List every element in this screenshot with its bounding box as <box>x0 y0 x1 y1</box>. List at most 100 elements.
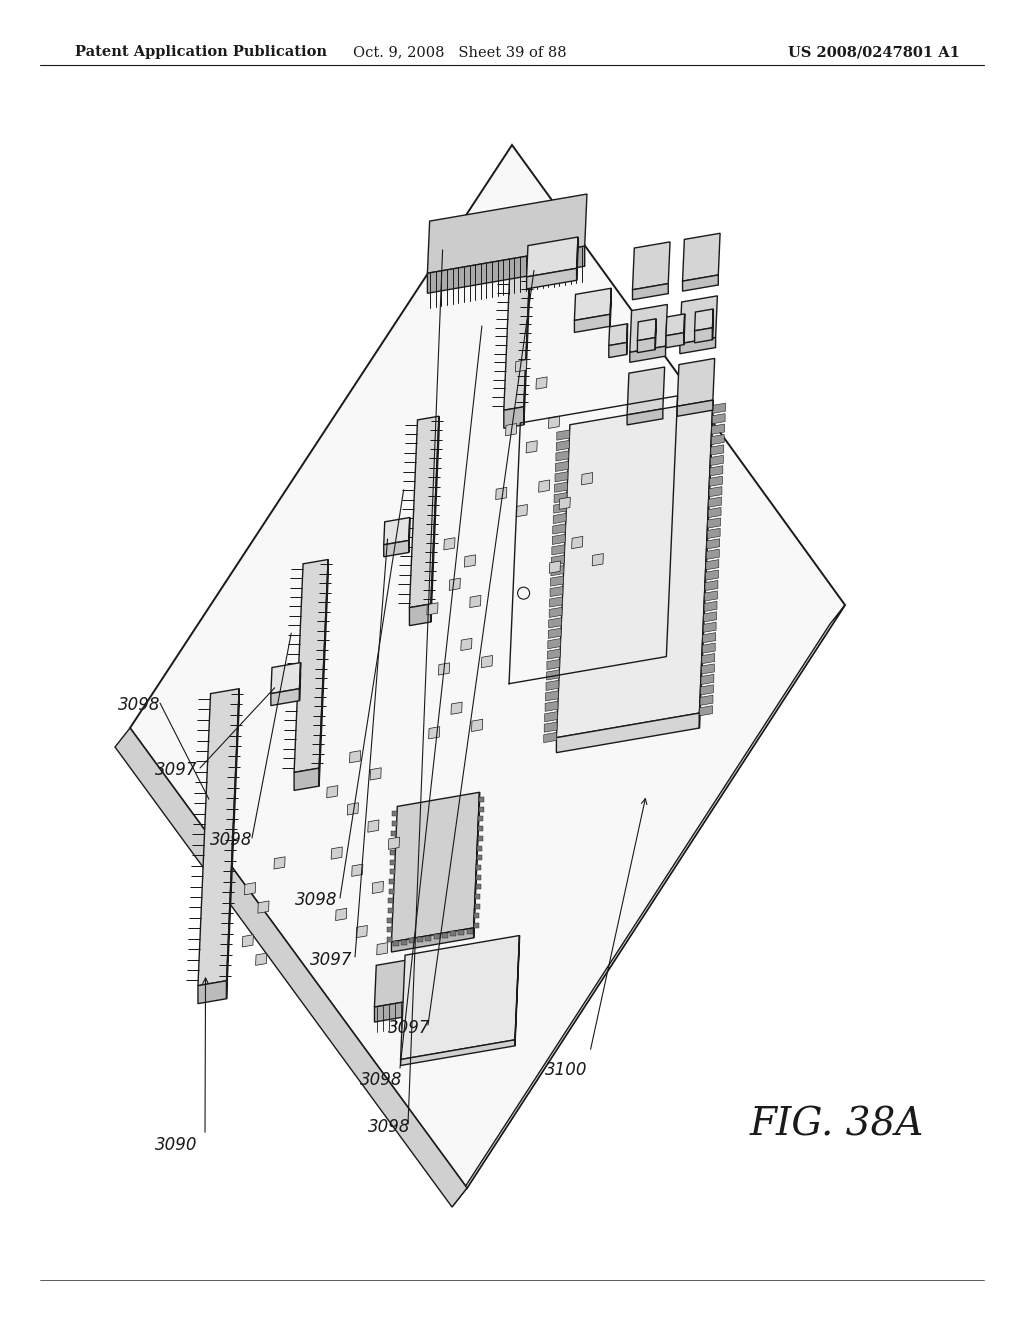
Polygon shape <box>387 928 392 932</box>
Polygon shape <box>630 305 668 352</box>
Polygon shape <box>694 309 714 331</box>
Polygon shape <box>387 937 391 942</box>
Polygon shape <box>680 338 716 354</box>
Polygon shape <box>713 403 726 413</box>
Polygon shape <box>712 424 725 434</box>
Polygon shape <box>427 194 587 273</box>
Polygon shape <box>392 812 397 816</box>
Polygon shape <box>547 660 560 669</box>
Polygon shape <box>477 855 482 861</box>
Polygon shape <box>552 535 565 544</box>
Polygon shape <box>391 792 479 942</box>
Polygon shape <box>504 407 524 428</box>
Polygon shape <box>556 441 569 450</box>
Polygon shape <box>550 586 563 597</box>
Polygon shape <box>544 722 557 733</box>
Polygon shape <box>708 528 720 539</box>
Polygon shape <box>546 680 559 690</box>
Polygon shape <box>609 323 628 346</box>
Polygon shape <box>476 865 481 870</box>
Polygon shape <box>546 690 558 701</box>
Polygon shape <box>516 504 527 517</box>
Polygon shape <box>506 424 517 436</box>
Polygon shape <box>706 560 719 570</box>
Polygon shape <box>709 487 722 496</box>
Polygon shape <box>556 451 568 461</box>
Polygon shape <box>710 477 722 486</box>
Polygon shape <box>699 400 713 729</box>
Polygon shape <box>375 949 469 1007</box>
Text: 3097: 3097 <box>155 762 198 779</box>
Polygon shape <box>554 503 566 513</box>
Text: 3100: 3100 <box>545 1061 588 1078</box>
Polygon shape <box>609 342 627 358</box>
Polygon shape <box>504 251 530 411</box>
Polygon shape <box>476 875 481 879</box>
Polygon shape <box>554 492 567 503</box>
Polygon shape <box>526 238 578 277</box>
Polygon shape <box>258 902 269 913</box>
Polygon shape <box>548 649 560 659</box>
Polygon shape <box>703 622 716 632</box>
Polygon shape <box>391 841 396 845</box>
Polygon shape <box>427 603 438 615</box>
Polygon shape <box>545 701 558 711</box>
Polygon shape <box>496 487 507 500</box>
Polygon shape <box>706 570 719 581</box>
Polygon shape <box>391 928 474 952</box>
Polygon shape <box>391 830 396 836</box>
Polygon shape <box>680 296 718 343</box>
Polygon shape <box>368 820 379 832</box>
Polygon shape <box>551 576 563 586</box>
Polygon shape <box>427 247 585 293</box>
Polygon shape <box>388 899 393 903</box>
Polygon shape <box>710 466 723 477</box>
Polygon shape <box>547 669 559 680</box>
Polygon shape <box>465 554 475 568</box>
Polygon shape <box>373 882 383 894</box>
Polygon shape <box>592 553 603 566</box>
Polygon shape <box>549 607 562 618</box>
Polygon shape <box>400 1040 515 1065</box>
Polygon shape <box>630 346 666 362</box>
Polygon shape <box>475 894 480 899</box>
Text: 3090: 3090 <box>155 1137 198 1154</box>
Polygon shape <box>391 821 396 826</box>
Polygon shape <box>198 981 226 1003</box>
Polygon shape <box>549 618 561 628</box>
Polygon shape <box>319 560 328 787</box>
Polygon shape <box>544 733 557 743</box>
Polygon shape <box>392 941 398 946</box>
Polygon shape <box>577 238 578 280</box>
Polygon shape <box>243 935 253 946</box>
Polygon shape <box>677 400 713 416</box>
Text: US 2008/0247801 A1: US 2008/0247801 A1 <box>788 45 961 59</box>
Polygon shape <box>536 378 547 389</box>
Polygon shape <box>549 416 560 429</box>
Polygon shape <box>450 578 461 590</box>
Polygon shape <box>451 932 456 936</box>
Polygon shape <box>711 455 723 466</box>
Polygon shape <box>198 689 240 986</box>
Text: FIG. 38A: FIG. 38A <box>750 1106 925 1143</box>
Polygon shape <box>708 517 721 528</box>
Polygon shape <box>702 643 715 653</box>
Polygon shape <box>474 923 479 928</box>
Polygon shape <box>553 513 566 524</box>
Polygon shape <box>390 859 395 865</box>
Polygon shape <box>559 498 570 510</box>
Polygon shape <box>429 726 439 739</box>
Polygon shape <box>571 536 583 549</box>
Polygon shape <box>388 837 399 849</box>
Polygon shape <box>442 933 447 937</box>
Polygon shape <box>474 913 479 919</box>
Text: 3097: 3097 <box>388 1019 430 1038</box>
Polygon shape <box>336 908 347 920</box>
Polygon shape <box>400 936 519 1060</box>
Polygon shape <box>384 517 410 545</box>
Polygon shape <box>515 936 519 1045</box>
Text: 3098: 3098 <box>118 696 161 714</box>
Polygon shape <box>700 685 714 694</box>
Polygon shape <box>706 581 718 590</box>
Polygon shape <box>524 251 530 425</box>
